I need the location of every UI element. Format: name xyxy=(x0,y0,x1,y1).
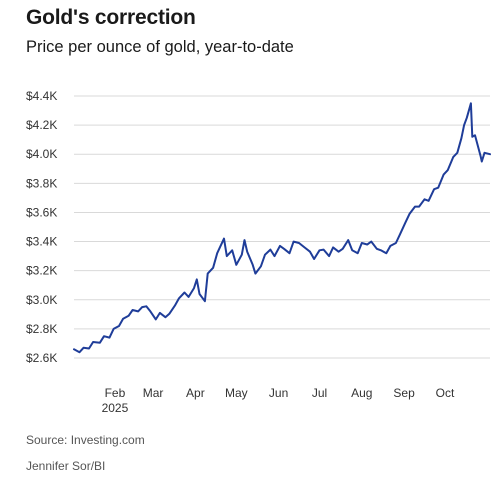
y-tick-label: $3.6K xyxy=(26,205,57,219)
y-tick-label: $2.6K xyxy=(26,351,57,365)
x-tick-label: May xyxy=(225,386,248,400)
y-tick-label: $3.4K xyxy=(26,235,57,249)
x-tick-label: Jun xyxy=(269,386,288,400)
gridlines xyxy=(74,95,490,359)
y-tick-label: $4.2K xyxy=(26,118,57,132)
chart-subtitle: Price per ounce of gold, year-to-date xyxy=(26,38,294,56)
x-tick-year-label: 2025 xyxy=(102,401,129,415)
y-tick-label: $3.2K xyxy=(26,264,57,278)
line-chart: $4.4K $4.2K $4.0K $3.8K $3.6K $3.4K $3.2K $3.0K… xyxy=(26,89,491,415)
x-tick-label: Feb xyxy=(105,386,126,400)
x-tick-label: Jul xyxy=(312,386,327,400)
chart-title: Gold's correction xyxy=(26,6,196,29)
x-tick-label: Apr xyxy=(186,386,205,400)
credit-note: Jennifer Sor/BI xyxy=(26,459,106,473)
series-line xyxy=(73,102,491,354)
y-tick-label: $4.4K xyxy=(26,89,57,103)
x-tick-label: Oct xyxy=(436,386,455,400)
y-tick-label: $3.8K xyxy=(26,176,57,190)
y-tick-label: $4.0K xyxy=(26,147,57,161)
y-axis-ticks: $4.4K $4.2K $4.0K $3.8K $3.6K $3.4K $3.2K $3.0K… xyxy=(26,89,57,365)
y-tick-label: $3.0K xyxy=(26,293,57,307)
source-note: Source: Investing.com xyxy=(26,433,145,447)
y-tick-label: $2.8K xyxy=(26,322,57,336)
x-tick-label: Mar xyxy=(143,386,164,400)
x-tick-label: Sep xyxy=(393,386,415,400)
x-tick-label: Aug xyxy=(351,386,372,400)
